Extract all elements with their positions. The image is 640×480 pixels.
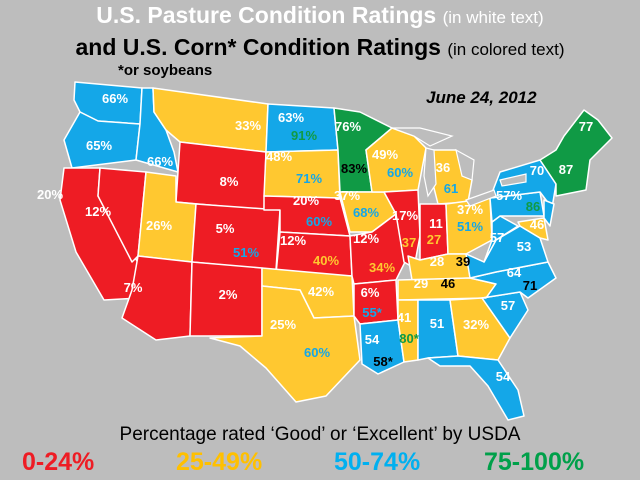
- state-nevada: [97, 167, 147, 263]
- map-value-label: 51%: [457, 219, 483, 234]
- legend-item-yellow: 25-49%: [176, 448, 263, 476]
- map-value-label: 37%: [334, 188, 360, 203]
- state-colorado: [191, 203, 281, 271]
- map-value-label: 60%: [387, 165, 413, 180]
- lake-superior: [391, 127, 454, 147]
- map-value-label: 25%: [270, 317, 296, 332]
- map-value-label: 49%: [372, 147, 398, 162]
- map-value-label: 37: [402, 235, 416, 250]
- map-value-label: 80*: [399, 331, 419, 346]
- map-value-label: 71: [523, 278, 537, 293]
- map-value-label: 8%: [220, 174, 239, 189]
- map-value-label: 32%: [463, 317, 489, 332]
- map-value-label: 34%: [369, 260, 395, 275]
- map-value-label: 39: [456, 254, 470, 269]
- map-value-label: 5%: [216, 221, 235, 236]
- map-value-label: 46: [441, 276, 455, 291]
- lake-erie: [465, 189, 497, 207]
- map-value-label: 29: [414, 276, 428, 291]
- map-value-label: 54: [496, 369, 511, 384]
- map-value-label: 20%: [293, 193, 319, 208]
- state-new-jersey: [543, 199, 555, 227]
- map-value-label: 7%: [124, 280, 143, 295]
- map-value-label: 6%: [361, 285, 380, 300]
- map-value-label: 27: [427, 232, 441, 247]
- state-maryland: [517, 217, 549, 241]
- map-value-label: 66%: [147, 154, 173, 169]
- map-value-label: 60%: [304, 345, 330, 360]
- map-value-label: 12%: [85, 204, 111, 219]
- map-subtitle: and U.S. Corn* Condition Ratings (in col…: [0, 34, 640, 61]
- map-value-label: 64: [507, 265, 522, 280]
- map-title: U.S. Pasture Condition Ratings (in white…: [0, 2, 640, 29]
- map-value-label: 60%: [306, 214, 332, 229]
- map-value-label: 26%: [146, 218, 172, 233]
- state-mississippi: [397, 299, 419, 363]
- map-value-label: 57%: [496, 188, 522, 203]
- state-missouri: [349, 213, 409, 285]
- map-value-label: 40%: [313, 253, 339, 268]
- map-value-label: 20%: [37, 187, 63, 202]
- map-value-label: 48%: [266, 149, 292, 164]
- map-value-label: 2%: [219, 287, 238, 302]
- map-value-label: 41: [397, 310, 411, 325]
- map-value-label: 28: [430, 254, 444, 269]
- map-value-label: 37%: [457, 202, 483, 217]
- state-texas: [209, 285, 361, 403]
- state-florida: [427, 355, 525, 421]
- state-new-england: [539, 109, 613, 197]
- map-value-label: 63%: [278, 110, 304, 125]
- lake-ontario: [499, 173, 527, 187]
- map-value-label: 46: [530, 217, 544, 232]
- map-value-label: 53: [517, 239, 531, 254]
- state-georgia: [449, 297, 511, 361]
- state-louisiana: [359, 319, 405, 375]
- map-value-label: 51%: [233, 245, 259, 260]
- map-date: June 24, 2012: [426, 88, 537, 107]
- map-value-label: 77: [579, 119, 593, 134]
- legend-caption: Percentage rated ‘Good’ or ‘Excellent’ b…: [119, 424, 521, 445]
- legend-item-blue: 50-74%: [334, 448, 421, 476]
- title-main-note: (in white text): [442, 8, 544, 27]
- map-value-label: 61: [444, 181, 458, 196]
- title-main: U.S. Pasture Condition Ratings: [96, 2, 437, 28]
- map-value-label: 66%: [102, 91, 128, 106]
- subtitle-note: (in colored text): [447, 40, 565, 59]
- footnote: *or soybeans: [118, 62, 213, 79]
- map-value-label: 65%: [86, 138, 112, 153]
- map-value-label: 12%: [353, 231, 379, 246]
- map-value-label: 83%: [341, 161, 367, 176]
- lake-michigan: [423, 147, 437, 198]
- map-value-label: 12%: [280, 233, 306, 248]
- map-value-label: 36: [436, 160, 450, 175]
- map-value-label: 51: [430, 316, 444, 331]
- map-value-label: 17%: [392, 208, 418, 223]
- map-value-label: 86: [526, 199, 540, 214]
- map-value-label: 68%: [353, 205, 379, 220]
- map-value-label: 55*: [362, 305, 382, 320]
- map-value-label: 70: [530, 163, 544, 178]
- map-value-label: 42%: [308, 284, 334, 299]
- map-value-label: 11: [429, 216, 443, 231]
- map-value-label: 87: [559, 162, 573, 177]
- subtitle-main: and U.S. Corn* Condition Ratings: [75, 34, 441, 60]
- map-value-label: 76%: [335, 119, 361, 134]
- map-value-label: 71%: [296, 171, 322, 186]
- legend-item-green: 75-100%: [484, 448, 585, 476]
- lake-huron: [455, 148, 475, 181]
- legend-item-red: 0-24%: [22, 448, 95, 476]
- map-value-label: 57: [490, 230, 504, 245]
- map-value-label: 54: [365, 332, 380, 347]
- map-value-label: 58*: [373, 354, 393, 369]
- map-value-label: 33%: [235, 118, 261, 133]
- map-value-label: 57: [501, 298, 515, 313]
- map-value-label: 91%: [291, 128, 317, 143]
